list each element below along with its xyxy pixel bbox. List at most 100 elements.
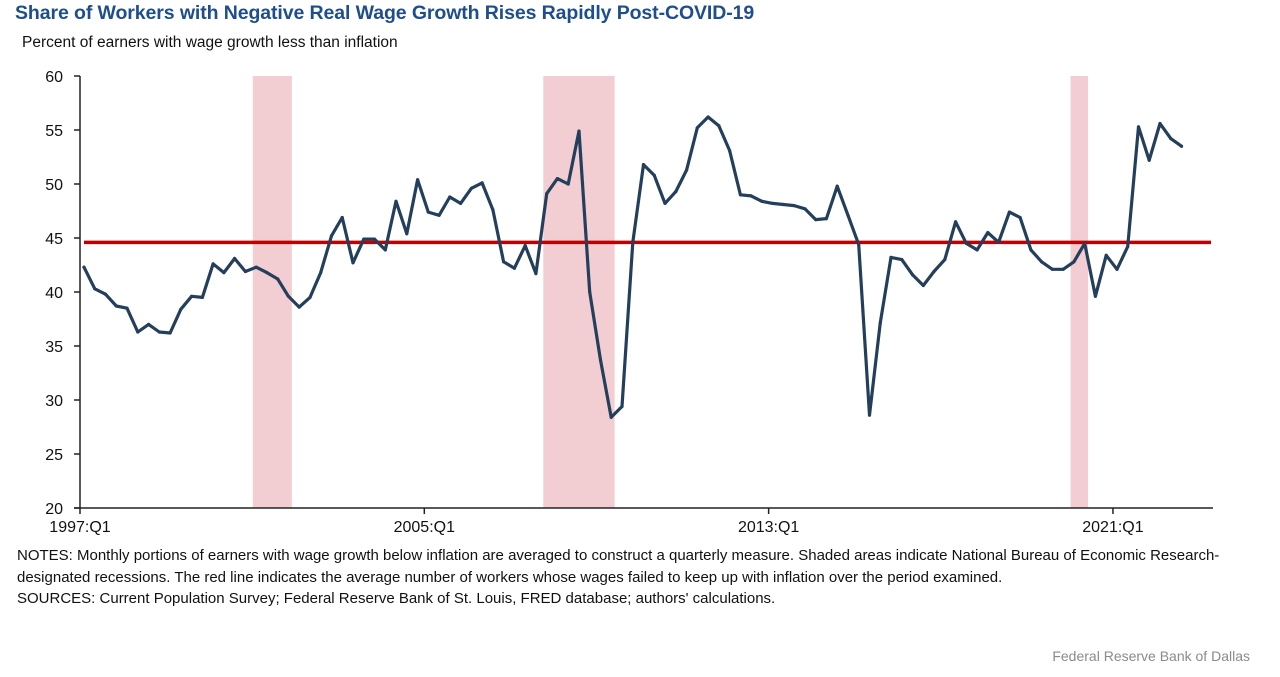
chart-title: Share of Workers with Negative Real Wage… (15, 2, 755, 24)
data-point (674, 190, 678, 194)
data-point (394, 199, 398, 203)
line-chart: 20 25 30 35 40 45 50 55 60 1997:Q1 2005:Q1 2013:Q1… (45, 69, 1213, 536)
data-point (954, 220, 958, 224)
data-point (803, 207, 807, 211)
data-point (943, 258, 947, 262)
data-point (416, 178, 420, 182)
data-point (857, 242, 861, 247)
data-point (405, 232, 409, 236)
data-point (1104, 253, 1108, 257)
data-point (577, 129, 581, 133)
x-tick-label: 1997:Q1 (49, 519, 110, 536)
data-point (233, 256, 237, 261)
x-tick-label: 2021:Q1 (1082, 519, 1143, 536)
data-point (437, 213, 441, 217)
data-point (329, 234, 334, 238)
data-point (652, 173, 656, 177)
data-point (190, 294, 194, 298)
data-point (663, 201, 667, 205)
data-point (1179, 144, 1184, 148)
data-point (846, 213, 850, 217)
data-point (222, 271, 226, 275)
data-point (997, 240, 1001, 244)
data-points (82, 115, 1184, 419)
data-point (1040, 260, 1044, 264)
data-point (211, 262, 215, 266)
data-point (308, 295, 312, 299)
data-point (1029, 248, 1033, 252)
data-point (824, 217, 829, 221)
data-point (157, 330, 161, 334)
data-point (1083, 241, 1087, 245)
data-point (114, 304, 118, 308)
data-point (512, 266, 517, 270)
data-point (760, 199, 764, 203)
recession-band (1070, 76, 1089, 508)
y-tick-label: 45 (45, 231, 63, 248)
data-point (932, 269, 936, 274)
data-point (136, 330, 140, 334)
data-point (598, 358, 603, 362)
data-point (502, 260, 506, 264)
data-point (383, 248, 387, 252)
data-point (1158, 121, 1162, 126)
data-point (103, 292, 108, 296)
data-point (910, 273, 915, 277)
x-tick-label: 2013:Q1 (738, 519, 799, 536)
data-point (1136, 125, 1141, 129)
data-point (362, 237, 366, 241)
x-tick-label: 2005:Q1 (394, 519, 455, 536)
data-point (82, 265, 86, 269)
data-point (319, 271, 323, 275)
data-point (1115, 267, 1119, 271)
y-axis: 20 25 30 35 40 45 50 55 60 (45, 69, 81, 518)
y-tick-label: 60 (45, 69, 63, 86)
data-point (900, 258, 904, 262)
data-point (1072, 260, 1076, 264)
data-point (459, 201, 463, 205)
data-point (372, 237, 377, 241)
data-point (480, 181, 484, 185)
notes-text: NOTES: Monthly portions of earners with … (17, 547, 1220, 586)
source-credit: Federal Reserve Bank of Dallas (1052, 648, 1250, 664)
data-point (426, 210, 430, 214)
data-point (147, 322, 151, 326)
data-point (792, 204, 796, 208)
data-point (641, 163, 646, 167)
data-point (738, 193, 743, 197)
data-point (728, 148, 732, 153)
data-point (749, 194, 753, 198)
series-line (82, 115, 1184, 419)
data-point (340, 215, 344, 220)
data-point (717, 124, 721, 128)
data-point (975, 248, 979, 252)
data-point (1018, 215, 1022, 220)
data-point (706, 115, 710, 119)
data-point (286, 294, 290, 298)
data-point (555, 177, 560, 181)
y-tick-label: 30 (45, 393, 63, 410)
data-point (125, 306, 129, 310)
y-tick-label: 35 (45, 339, 63, 356)
data-point (351, 261, 355, 265)
data-point (254, 265, 258, 269)
data-point (964, 241, 968, 245)
data-point (889, 255, 893, 259)
data-point (93, 287, 97, 291)
data-point (276, 277, 280, 281)
data-point (566, 182, 570, 186)
data-point (534, 272, 538, 276)
data-point (200, 295, 204, 299)
chart-subtitle: Percent of earners with wage growth less… (22, 34, 398, 51)
data-point (814, 218, 818, 222)
data-point (878, 321, 882, 325)
data-point (588, 290, 592, 294)
data-point (1061, 267, 1065, 271)
data-point (781, 202, 786, 207)
data-point (620, 404, 624, 409)
data-point (1147, 158, 1151, 162)
data-point (986, 231, 990, 235)
data-point (1126, 245, 1130, 249)
data-point (1050, 267, 1054, 271)
data-point (1169, 137, 1173, 141)
